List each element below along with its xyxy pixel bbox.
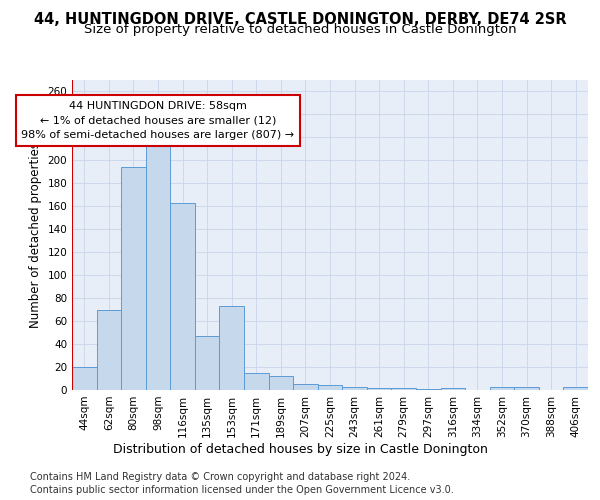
Bar — [269, 376, 293, 390]
Bar — [440, 388, 465, 390]
Bar — [146, 143, 170, 390]
Bar — [514, 386, 539, 390]
Text: Distribution of detached houses by size in Castle Donington: Distribution of detached houses by size … — [113, 442, 487, 456]
Text: Contains public sector information licensed under the Open Government Licence v3: Contains public sector information licen… — [30, 485, 454, 495]
Bar — [490, 386, 514, 390]
Text: 44 HUNTINGDON DRIVE: 58sqm
← 1% of detached houses are smaller (12)
98% of semi-: 44 HUNTINGDON DRIVE: 58sqm ← 1% of detac… — [22, 100, 295, 140]
Bar — [391, 388, 416, 390]
Bar — [72, 367, 97, 390]
Bar — [342, 386, 367, 390]
Text: 44, HUNTINGDON DRIVE, CASTLE DONINGTON, DERBY, DE74 2SR: 44, HUNTINGDON DRIVE, CASTLE DONINGTON, … — [34, 12, 566, 28]
Y-axis label: Number of detached properties: Number of detached properties — [29, 142, 42, 328]
Bar — [220, 306, 244, 390]
Bar — [170, 203, 195, 390]
Bar — [195, 336, 220, 390]
Text: Size of property relative to detached houses in Castle Donington: Size of property relative to detached ho… — [83, 22, 517, 36]
Bar — [318, 386, 342, 390]
Bar — [121, 168, 146, 390]
Bar — [97, 310, 121, 390]
Bar — [244, 373, 269, 390]
Text: Contains HM Land Registry data © Crown copyright and database right 2024.: Contains HM Land Registry data © Crown c… — [30, 472, 410, 482]
Bar — [563, 386, 588, 390]
Bar — [416, 389, 440, 390]
Bar — [293, 384, 318, 390]
Bar — [367, 388, 391, 390]
